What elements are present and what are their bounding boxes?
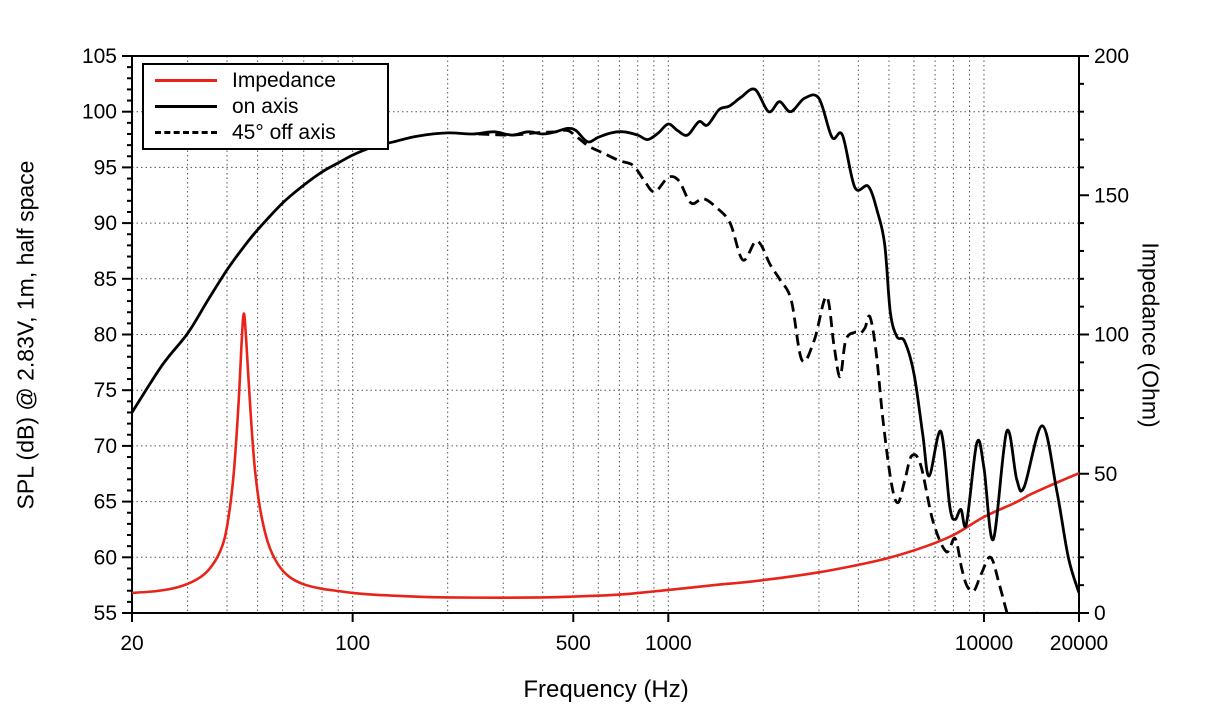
- legend-label-off-axis: 45° off axis: [232, 121, 336, 144]
- gridlines: [132, 56, 1079, 613]
- right-tick-label: 150: [1094, 184, 1129, 207]
- legend-label-impedance: Impedance: [232, 69, 336, 92]
- series-45-off-axis: [478, 128, 1043, 613]
- on-axis-line-swatch: [155, 105, 217, 108]
- x-tick-label: 10000: [955, 632, 1013, 655]
- series-on-axis: [132, 87, 1079, 594]
- left-tick-label: 85: [94, 268, 117, 291]
- left-tick-label: 70: [94, 435, 117, 458]
- right-axis-title: Impedance (Ohm): [1137, 242, 1164, 428]
- left-tick-label: 75: [94, 379, 117, 402]
- legend-item-on-axis: on axis: [144, 96, 387, 117]
- legend-item-impedance: Impedance: [144, 70, 387, 91]
- left-tick-label: 55: [94, 602, 117, 625]
- legend-label-on-axis: on axis: [232, 95, 299, 118]
- left-tick-label: 105: [82, 45, 117, 68]
- x-tick-label: 500: [556, 632, 591, 655]
- right-tick-label: 100: [1094, 324, 1129, 347]
- left-axis-title: SPL (dB) @ 2.83V, 1m, half space: [12, 160, 39, 510]
- x-axis-title: Frequency (Hz): [523, 676, 689, 703]
- left-tick-label: 60: [94, 546, 117, 569]
- plot-frame: [131, 55, 1080, 614]
- x-tick-label: 20: [120, 632, 143, 655]
- x-tick-label: 1000: [645, 632, 692, 655]
- right-tick-label: 50: [1094, 463, 1117, 486]
- impedance-line-swatch: [155, 79, 217, 82]
- legend-item-off-axis: 45° off axis: [144, 122, 387, 143]
- right-tick-label: 0: [1094, 602, 1106, 625]
- left-tick-label: 65: [94, 491, 117, 514]
- x-tick-label: 100: [335, 632, 370, 655]
- left-tick-label: 100: [82, 101, 117, 124]
- x-tick-label: 20000: [1050, 632, 1108, 655]
- left-tick-label: 90: [94, 212, 117, 235]
- right-tick-label: 200: [1094, 45, 1129, 68]
- left-tick-label: 80: [94, 324, 117, 347]
- off-axis-line-swatch: [155, 131, 217, 134]
- legend: Impedance on axis 45° off axis: [142, 63, 389, 150]
- tick-labels: 55 60 65 70 75 80 85 90 95 100 105 0 50 100 150 200 20 10…: [82, 45, 1129, 655]
- series-impedance: [132, 312, 1079, 599]
- left-tick-label: 95: [94, 156, 117, 179]
